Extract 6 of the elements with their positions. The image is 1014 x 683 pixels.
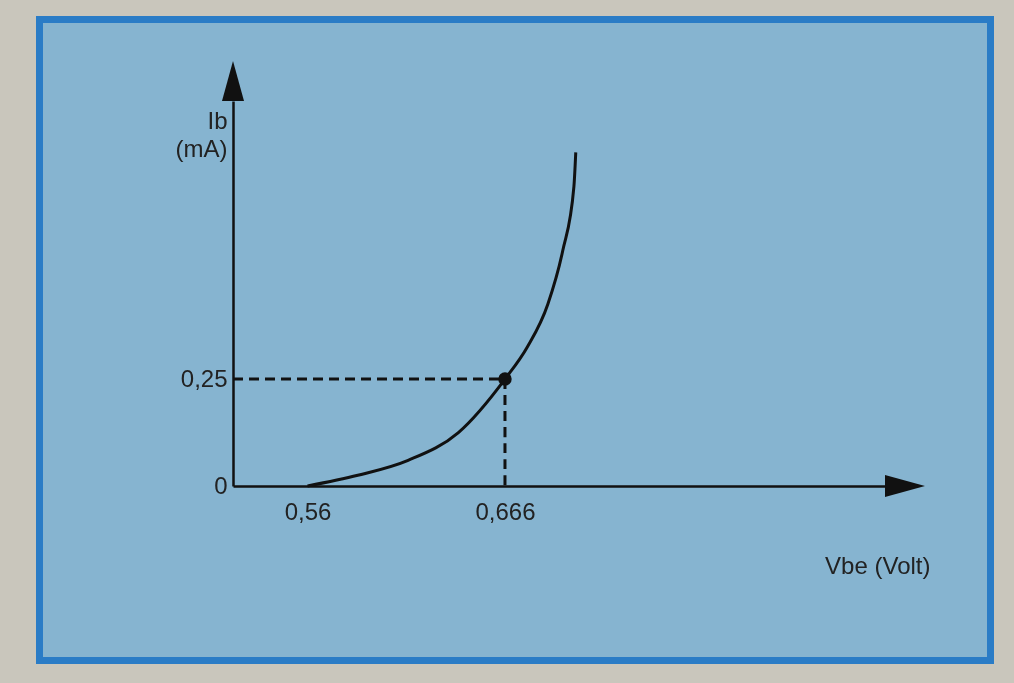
y-tick-label: 0,25	[180, 364, 228, 392]
y-axis-title: Ib (mA)	[175, 106, 228, 162]
x-tick-label: 0,56	[284, 497, 332, 525]
y-tick-label: 0	[214, 471, 228, 499]
x-axis-title: Vbe (Volt)	[825, 551, 931, 579]
x-tick-label: 0,666	[475, 497, 536, 525]
